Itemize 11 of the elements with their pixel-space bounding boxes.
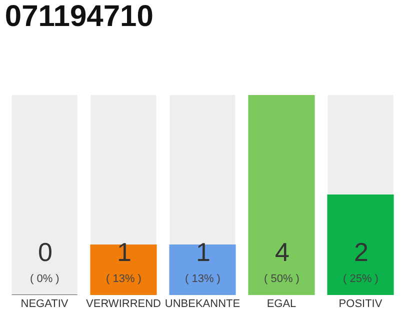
- x-tick-label: VERWIRREND: [86, 298, 162, 310]
- chart-title: 071194710: [4, 0, 154, 33]
- data-label: 4 ( 50% ): [264, 237, 300, 285]
- data-label: 1 ( 13% ): [106, 237, 142, 285]
- data-label: 2 ( 25% ): [343, 237, 378, 285]
- x-tick-label: EGAL: [266, 298, 296, 310]
- x-tick-label: POSITIV: [338, 298, 383, 310]
- data-label: 0 ( 0% ): [30, 237, 60, 285]
- data-label: 1 ( 13% ): [185, 237, 220, 285]
- x-tick-label: NEGATIV: [20, 298, 69, 310]
- x-tick-label: UNBEKANNTE: [164, 298, 240, 310]
